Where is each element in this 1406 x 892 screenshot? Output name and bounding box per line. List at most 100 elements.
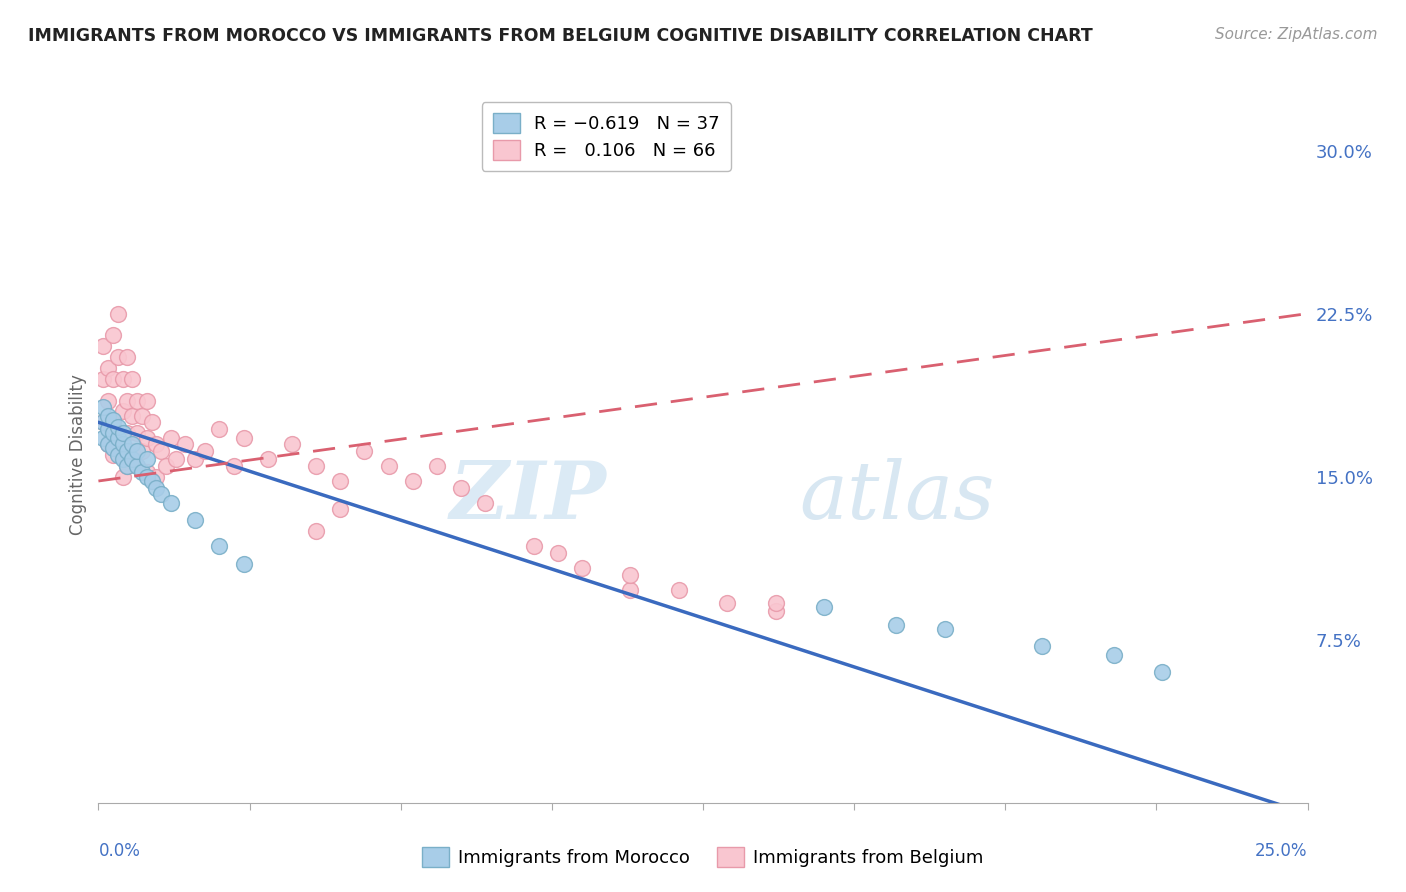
Point xyxy=(117,443,139,458)
Point xyxy=(107,431,129,445)
Point xyxy=(97,437,120,451)
Text: ZIP: ZIP xyxy=(450,458,606,535)
Point xyxy=(131,466,153,480)
Point xyxy=(121,452,143,467)
Point xyxy=(121,409,143,423)
Point xyxy=(450,481,472,495)
Point xyxy=(135,393,157,408)
Point xyxy=(174,437,197,451)
Point xyxy=(131,409,153,423)
Point xyxy=(91,415,114,429)
Point xyxy=(101,413,124,427)
Point xyxy=(716,596,738,610)
Point xyxy=(101,415,124,429)
Point xyxy=(141,474,163,488)
Point xyxy=(305,524,328,538)
Point xyxy=(111,469,134,483)
Point xyxy=(184,452,207,467)
Point xyxy=(232,431,254,445)
Point xyxy=(141,415,163,429)
Point xyxy=(101,442,124,456)
Point xyxy=(1031,639,1053,653)
Point xyxy=(117,350,139,364)
Point xyxy=(97,437,120,451)
Point xyxy=(135,466,157,480)
Point xyxy=(329,474,352,488)
Point xyxy=(619,567,641,582)
Point xyxy=(97,393,120,408)
Point xyxy=(135,431,157,445)
Point xyxy=(101,372,124,386)
Point xyxy=(765,605,787,619)
Point xyxy=(91,415,114,429)
Text: 25.0%: 25.0% xyxy=(1256,842,1308,860)
Point xyxy=(107,426,129,441)
Point xyxy=(474,496,496,510)
Point xyxy=(107,350,129,364)
Text: atlas: atlas xyxy=(800,458,995,535)
Point xyxy=(91,339,114,353)
Point xyxy=(305,458,328,473)
Point xyxy=(668,582,690,597)
Point xyxy=(571,561,593,575)
Point xyxy=(934,622,956,636)
Point xyxy=(127,426,149,441)
Point xyxy=(1152,665,1174,680)
Point xyxy=(150,487,173,501)
Point xyxy=(619,582,641,597)
Text: IMMIGRANTS FROM MOROCCO VS IMMIGRANTS FROM BELGIUM COGNITIVE DISABILITY CORRELAT: IMMIGRANTS FROM MOROCCO VS IMMIGRANTS FR… xyxy=(28,27,1092,45)
Point xyxy=(127,458,149,473)
Point xyxy=(329,502,352,516)
Point xyxy=(232,557,254,571)
Point xyxy=(97,409,120,423)
Point xyxy=(813,600,835,615)
Point xyxy=(107,307,129,321)
Point xyxy=(886,617,908,632)
Point xyxy=(765,596,787,610)
Point xyxy=(281,437,304,451)
Point xyxy=(160,431,183,445)
Point xyxy=(131,443,153,458)
Point xyxy=(353,443,375,458)
Point xyxy=(111,437,134,451)
Point xyxy=(101,426,124,441)
Point xyxy=(107,419,129,434)
Text: 0.0%: 0.0% xyxy=(98,842,141,860)
Text: Source: ZipAtlas.com: Source: ZipAtlas.com xyxy=(1215,27,1378,42)
Legend: Immigrants from Morocco, Immigrants from Belgium: Immigrants from Morocco, Immigrants from… xyxy=(415,839,991,874)
Point xyxy=(127,393,149,408)
Point xyxy=(377,458,399,473)
Point xyxy=(145,481,167,495)
Point xyxy=(107,448,129,462)
Y-axis label: Cognitive Disability: Cognitive Disability xyxy=(69,375,87,535)
Point xyxy=(184,513,207,527)
Point xyxy=(194,443,217,458)
Point xyxy=(208,422,231,436)
Point xyxy=(121,372,143,386)
Point xyxy=(97,422,120,436)
Point xyxy=(145,469,167,483)
Point xyxy=(117,426,139,441)
Point xyxy=(547,546,569,560)
Point xyxy=(155,458,177,473)
Point xyxy=(121,437,143,451)
Point xyxy=(117,458,139,473)
Point xyxy=(150,443,173,458)
Point xyxy=(111,452,134,467)
Point xyxy=(165,452,187,467)
Point xyxy=(101,448,124,462)
Point xyxy=(135,452,157,467)
Point xyxy=(97,360,120,375)
Point xyxy=(117,458,139,473)
Point xyxy=(121,443,143,458)
Point xyxy=(127,458,149,473)
Point xyxy=(222,458,245,473)
Point xyxy=(1102,648,1125,662)
Point xyxy=(135,469,157,483)
Point xyxy=(208,539,231,553)
Point xyxy=(101,328,124,343)
Point xyxy=(426,458,449,473)
Point xyxy=(160,496,183,510)
Point xyxy=(256,452,278,467)
Point xyxy=(91,372,114,386)
